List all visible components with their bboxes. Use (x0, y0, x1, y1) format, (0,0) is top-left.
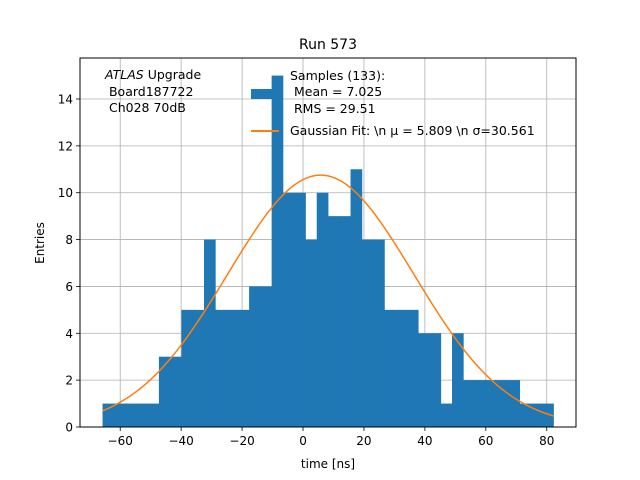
legend-fit-label: Gaussian Fit: \n μ = 5.809 \n σ=30.561 (290, 123, 535, 138)
histogram-bar (158, 356, 171, 427)
x-tick-label: −20 (229, 434, 254, 448)
histogram-bar (316, 192, 329, 427)
histogram-bar (384, 309, 397, 427)
histogram-bar (305, 239, 318, 427)
histogram-bar (181, 309, 194, 427)
histogram-bar (429, 333, 442, 427)
y-tick-label: 10 (58, 186, 73, 200)
histogram-bar (361, 239, 374, 427)
histogram-bar (125, 403, 137, 427)
x-axis-ticks: −60 −40 −20 0 20 40 60 80 (108, 427, 554, 448)
histogram-bar (170, 356, 182, 427)
histogram-bar (395, 309, 408, 427)
histogram-bar (440, 403, 453, 427)
histogram-bar (282, 192, 295, 427)
x-axis-label: time [ns] (301, 457, 355, 471)
histogram-bar (519, 403, 532, 427)
histogram-bar (339, 216, 351, 427)
histogram-bar (192, 309, 205, 427)
histogram-bar (406, 309, 419, 427)
x-tick-label: 80 (539, 434, 554, 448)
histogram-bar (474, 380, 487, 427)
histogram-bar (204, 239, 216, 427)
x-tick-label: 60 (478, 434, 493, 448)
x-tick-label: −60 (108, 434, 133, 448)
legend-samples-line-1: Samples (133): (290, 68, 385, 83)
histogram-bar (136, 403, 149, 427)
annotation-line-1: ATLAS Upgrade (104, 67, 201, 82)
legend-samples-swatch (251, 89, 279, 99)
legend: Samples (133): Mean = 7.025 RMS = 29.51 … (251, 68, 535, 138)
upgrade-label: Upgrade (144, 67, 202, 82)
legend-samples-line-3: RMS = 29.51 (290, 101, 376, 116)
histogram-bar (452, 333, 464, 427)
y-axis-label: Entries (33, 222, 47, 264)
histogram-bar (260, 286, 273, 427)
x-tick-label: −40 (168, 434, 193, 448)
annotation-line-3: Ch028 70dB (105, 100, 186, 115)
histogram-bar (463, 380, 475, 427)
histogram-bar (373, 239, 385, 427)
histogram-bar (249, 286, 261, 427)
y-tick-label: 14 (58, 93, 73, 107)
histogram-bar (508, 380, 521, 427)
gaussian-fit-curve (102, 174, 554, 417)
annotation-text: ATLAS Upgrade Board187722 Ch028 70dB (104, 67, 201, 115)
histogram-bar (542, 403, 554, 427)
histogram-bar (485, 380, 498, 427)
legend-samples-line-2: Mean = 7.025 (290, 84, 382, 99)
x-tick-label: 40 (417, 434, 432, 448)
histogram-bars (102, 75, 554, 428)
histogram-bar (328, 216, 340, 427)
y-axis-ticks: 0 2 4 6 8 10 12 14 (58, 93, 80, 435)
y-tick-label: 4 (65, 327, 73, 341)
histogram-bar (530, 403, 543, 427)
annotation-line-2: Board187722 (105, 84, 193, 99)
histogram-bar (226, 309, 239, 427)
axes-frame (79, 57, 577, 428)
histogram-bar (237, 309, 250, 427)
histogram-bar (350, 169, 363, 428)
histogram-bar (294, 192, 306, 427)
histogram-bar (215, 309, 227, 427)
histogram-bar (113, 403, 126, 427)
x-tick-label: 0 (299, 434, 307, 448)
y-tick-label: 8 (65, 233, 73, 247)
y-tick-label: 12 (58, 139, 73, 153)
histogram-bar (418, 333, 430, 427)
x-tick-label: 20 (356, 434, 371, 448)
y-tick-label: 2 (65, 374, 73, 388)
chart-title: Run 573 (299, 37, 357, 53)
y-tick-label: 0 (65, 421, 73, 435)
histogram-bar (271, 75, 284, 428)
atlas-label: ATLAS (104, 67, 144, 82)
histogram-bar (497, 380, 509, 427)
y-tick-label: 6 (65, 280, 73, 294)
histogram-bar (102, 403, 115, 427)
histogram-bar (147, 403, 160, 427)
